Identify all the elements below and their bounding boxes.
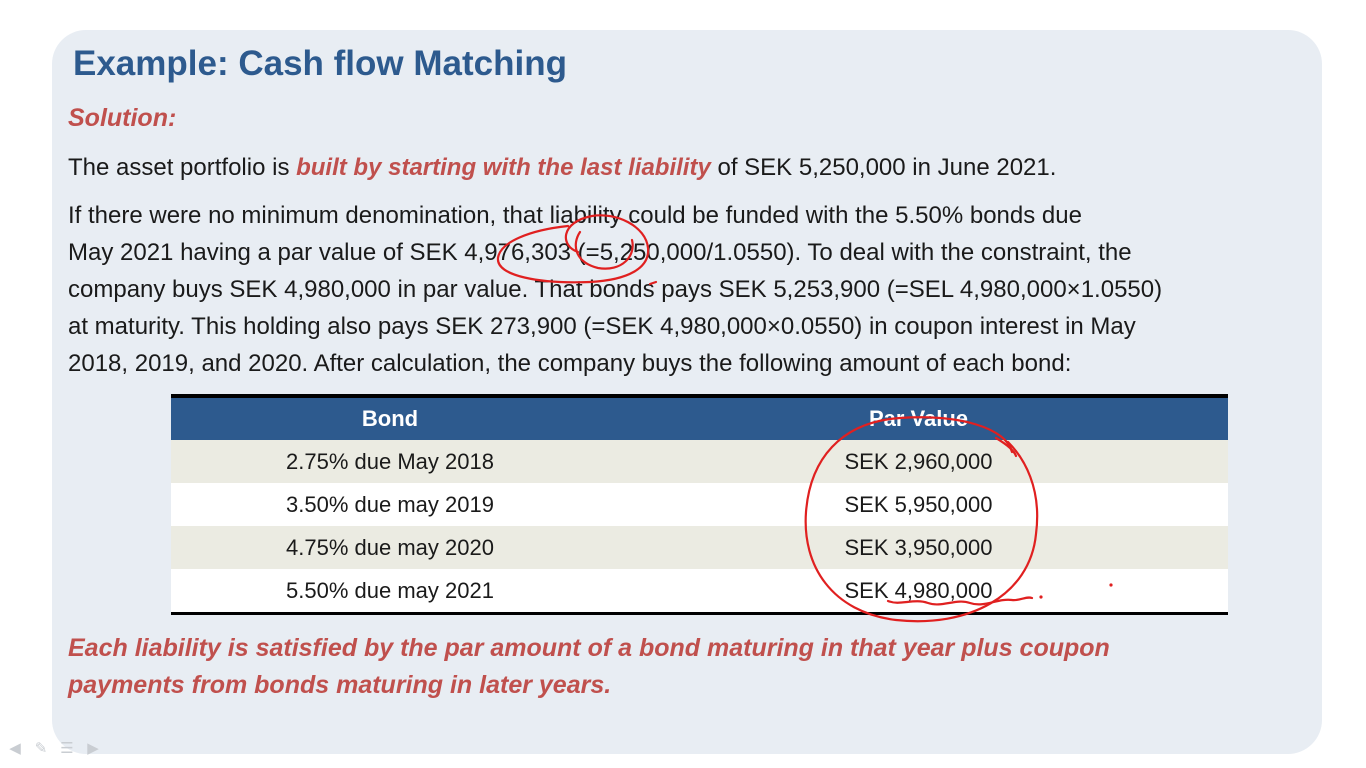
par-value-cell: SEK 5,950,000 <box>609 483 1228 526</box>
table-header-row: Bond Par Value <box>171 394 1228 440</box>
bond-cell: 5.50% due may 2021 <box>171 569 609 615</box>
table-row: 5.50% due may 2021 SEK 4,980,000 <box>171 569 1228 615</box>
column-header-bond: Bond <box>171 394 609 440</box>
pen-icon[interactable]: ✎ <box>34 740 48 757</box>
next-arrow-icon[interactable]: ▶ <box>87 740 99 757</box>
table-row: 3.50% due may 2019 SEK 5,950,000 <box>171 483 1228 526</box>
paragraph-explanation: If there were no minimum denomination, t… <box>68 197 1162 382</box>
bond-cell: 2.75% due May 2018 <box>171 440 609 483</box>
par-value-cell: SEK 3,950,000 <box>609 526 1228 569</box>
explanation-line: 2018, 2019, and 2020. After calculation,… <box>68 350 1072 377</box>
table-row: 2.75% due May 2018 SEK 2,960,000 <box>171 440 1228 483</box>
explanation-line: company buys SEK 4,980,000 in par value.… <box>68 276 1163 303</box>
conclusion-text: Each liability is satisfied by the par a… <box>68 630 1110 704</box>
intro-highlight: built by starting with the last liabilit… <box>296 154 711 181</box>
bond-cell: 3.50% due may 2019 <box>171 483 609 526</box>
bond-table: Bond Par Value 2.75% due May 2018 SEK 2,… <box>171 394 1228 615</box>
par-value-cell: SEK 4,980,000 <box>609 569 1228 615</box>
solution-label: Solution: <box>68 104 177 132</box>
explanation-line: at maturity. This holding also pays SEK … <box>68 313 1136 340</box>
explanation-line: May 2021 having a par value of SEK 4,976… <box>68 239 1132 266</box>
slide-navigation: ◀ ✎ ☰ ▶ <box>6 739 102 759</box>
bond-cell: 4.75% due may 2020 <box>171 526 609 569</box>
par-value-cell: SEK 2,960,000 <box>609 440 1228 483</box>
paragraph-intro: The asset portfolio is built by starting… <box>68 149 1056 186</box>
intro-text-after: of SEK 5,250,000 in June 2021. <box>710 154 1057 181</box>
menu-icon[interactable]: ☰ <box>60 740 74 757</box>
slide-title: Example: Cash flow Matching <box>73 44 567 83</box>
intro-text-before: The asset portfolio is <box>68 154 297 181</box>
column-header-par-value: Par Value <box>609 394 1228 440</box>
conclusion-line: payments from bonds maturing in later ye… <box>68 671 612 699</box>
previous-arrow-icon[interactable]: ◀ <box>9 740 21 757</box>
slide-panel <box>52 30 1322 754</box>
explanation-line: If there were no minimum denomination, t… <box>68 202 1082 229</box>
conclusion-line: Each liability is satisfied by the par a… <box>68 634 1110 662</box>
table-row: 4.75% due may 2020 SEK 3,950,000 <box>171 526 1228 569</box>
